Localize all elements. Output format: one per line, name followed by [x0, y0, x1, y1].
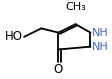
Text: NH: NH — [91, 28, 107, 38]
Text: NH: NH — [91, 42, 107, 52]
Text: O: O — [53, 63, 62, 76]
Text: CH₃: CH₃ — [65, 2, 85, 12]
Text: HO: HO — [5, 30, 23, 43]
